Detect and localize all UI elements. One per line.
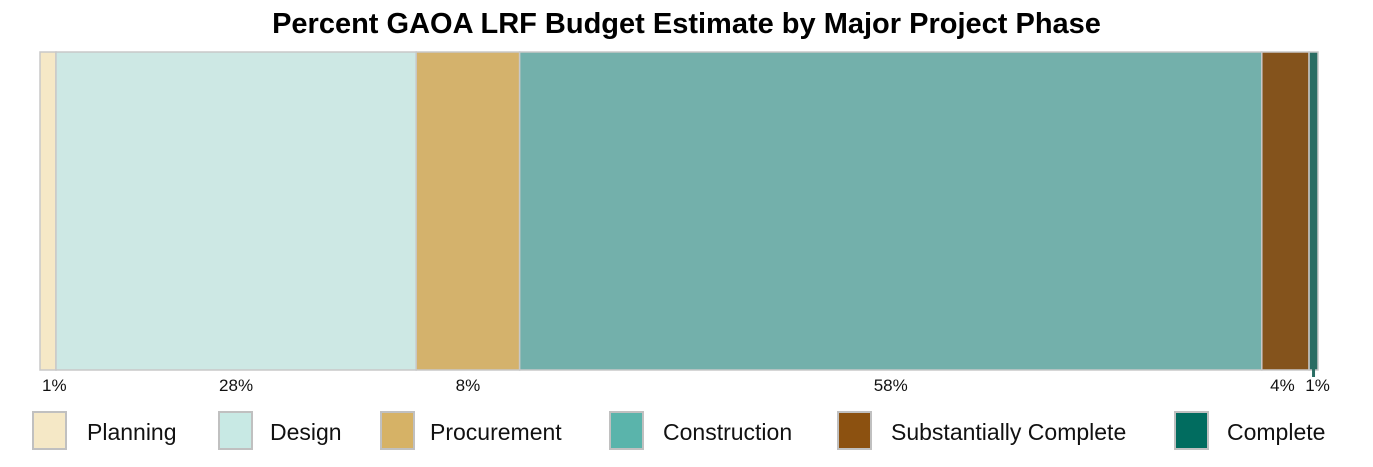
legend-label-substantially-complete: Substantially Complete <box>891 419 1126 445</box>
legend-swatch-procurement <box>380 411 415 450</box>
legend-label-construction: Construction <box>663 419 792 445</box>
data-label-complete: 1% <box>1305 376 1330 395</box>
data-label-procurement: 8% <box>456 376 481 395</box>
data-label-design: 28% <box>219 376 253 395</box>
legend-label-design: Design <box>270 419 342 445</box>
legend-label-procurement: Procurement <box>430 419 562 445</box>
legend-swatch-planning <box>32 411 67 450</box>
legend-swatch-construction <box>609 411 644 450</box>
data-label-construction: 58% <box>874 376 908 395</box>
legend-swatch-substantially-complete <box>837 411 872 450</box>
chart-title: Percent GAOA LRF Budget Estimate by Majo… <box>272 8 1101 40</box>
bar-substantially-complete <box>1261 51 1310 371</box>
bar-design <box>55 51 417 371</box>
legend-swatch-complete <box>1174 411 1209 450</box>
bar-construction <box>518 51 1263 371</box>
legend-label-complete: Complete <box>1227 419 1325 445</box>
data-label-planning: 1% <box>42 376 67 395</box>
legend-label-planning: Planning <box>87 419 177 445</box>
legend-swatch-design <box>218 411 253 450</box>
bar-complete <box>1308 51 1319 371</box>
bar-planning <box>39 51 57 371</box>
bar-procurement <box>415 51 521 371</box>
data-label-substantially-complete: 4% <box>1270 376 1295 395</box>
